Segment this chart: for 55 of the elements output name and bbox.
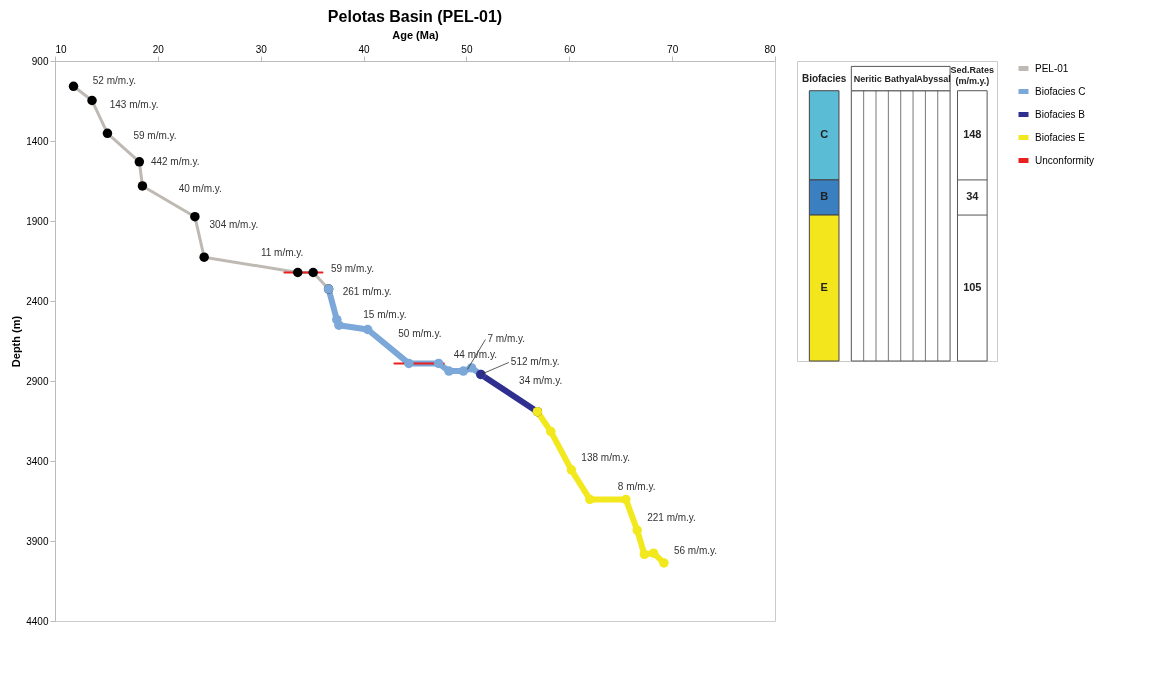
annotation: 512 m/m.y.: [510, 356, 560, 368]
legend-label: Biofacies B: [1035, 108, 1086, 120]
y-tick-label: 3900: [26, 535, 49, 547]
text: Sed.Rates: [950, 65, 995, 76]
text: (m/m.y.): [955, 76, 990, 87]
category-label: C: [820, 128, 829, 141]
x-tick-label: 10: [55, 43, 68, 55]
y-axis-title: Depth (m): [10, 315, 23, 368]
annotation: 442 m/m.y.: [150, 155, 200, 167]
annotation: 44 m/m.y.: [453, 349, 497, 361]
x-tick-label: 20: [152, 43, 165, 55]
annotation: 56 m/m.y.: [673, 544, 718, 556]
text: Abyssal: [916, 73, 951, 84]
x-tick-label: 70: [667, 43, 679, 55]
y-tick-label: 1400: [26, 135, 49, 147]
annotation: 52 m/m.y.: [92, 75, 136, 87]
y-tick-label: 900: [31, 55, 49, 67]
y-tick-label: 3400: [26, 455, 49, 467]
annotation: 8 m/m.y.: [617, 481, 656, 493]
x-tick-label: 80: [764, 43, 776, 55]
x-tick-label: 60: [564, 43, 576, 55]
legend-label: Biofacies E: [1035, 131, 1086, 143]
y-tick-label: 2900: [26, 375, 49, 387]
text: Biofacies: [801, 72, 847, 84]
category-label: E: [820, 281, 828, 294]
annotation: 40 m/m.y.: [178, 183, 222, 195]
annotation: 221 m/m.y.: [647, 512, 696, 524]
annotation: 34 m/m.y.: [519, 375, 563, 386]
x-tick-label: 50: [461, 43, 473, 55]
category-label: B: [820, 190, 829, 203]
annotation: 7 m/m.y.: [487, 333, 526, 345]
text: Bathyal: [884, 73, 917, 84]
text: Neritic: [853, 73, 882, 84]
data-label: 105: [963, 281, 982, 294]
y-tick-label: 2400: [26, 295, 49, 307]
annotation: 261 m/m.y.: [342, 286, 392, 298]
annotation: 50 m/m.y.: [398, 328, 442, 340]
data-label: 148: [963, 128, 982, 141]
x-axis-title: Age (Ma): [392, 28, 440, 41]
annotation: 15 m/m.y.: [363, 309, 407, 321]
y-tick-label: 4400: [26, 615, 49, 627]
x-tick-label: 40: [358, 43, 371, 55]
annotation: 11 m/m.y.: [260, 246, 304, 258]
annotation: 59 m/m.y.: [330, 262, 375, 274]
y-tick-label: 1900: [26, 215, 49, 227]
annotation: 138 m/m.y.: [581, 451, 631, 463]
data-label: 34: [966, 190, 980, 203]
annotation: 304 m/m.y.: [209, 219, 259, 230]
annotation: 143 m/m.y.: [109, 99, 159, 110]
legend-label: Biofacies C: [1035, 85, 1086, 97]
x-tick-label: 30: [255, 43, 268, 55]
chart-title: Pelotas Basin (PEL-01): [327, 8, 503, 25]
legend-label: PEL-01: [1035, 62, 1069, 74]
annotation: 59 m/m.y.: [133, 129, 177, 141]
legend-label: Unconformity: [1035, 154, 1094, 166]
